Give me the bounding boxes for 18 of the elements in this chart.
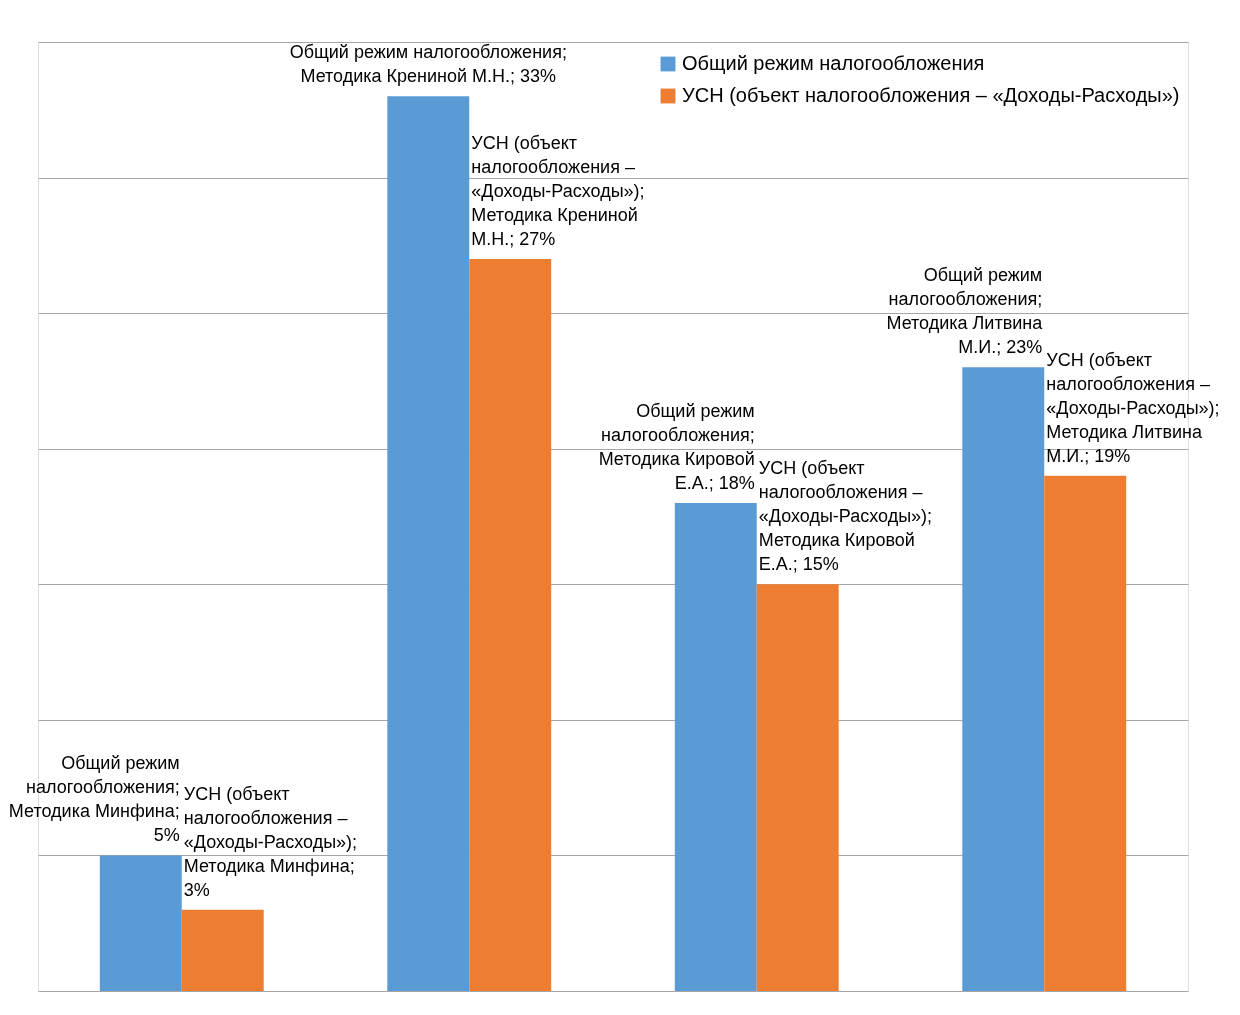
- legend-label: Общий режим налогообложения: [682, 52, 985, 74]
- bar: [756, 584, 839, 991]
- bar: [1044, 475, 1127, 991]
- legend-label: УСН (объект налогообложения – «Доходы-Расходы»): [682, 84, 1180, 106]
- data-label: УСН (объект налогообложения – «Доходы-Расходы»); Методика Минфина; 3%: [183, 783, 358, 900]
- bar: [469, 258, 552, 991]
- bar: [181, 909, 264, 991]
- data-label: УСН (объект налогообложения – «Доходы-Расходы»); Методика Крениной М.Н.; 27%: [471, 132, 645, 249]
- bar: [99, 855, 182, 991]
- data-label: УСН (объект налогообложения – «Доходы-Расходы»); Методика Литвина М.И.; 19%: [1046, 349, 1220, 466]
- data-label: Общий режим налогообложения; Методика Кировой Е.А.; 18%: [598, 400, 755, 493]
- data-label: Общий режим налогообложения; Методика Литвина М.И.; 23%: [886, 265, 1044, 358]
- bar: [674, 502, 757, 991]
- data-label: Общий режим налогообложения; Методика Крениной М.Н.; 33%: [289, 42, 567, 87]
- bar: [962, 367, 1045, 991]
- data-label: Общий режим налогообложения; Методика Минфина; 5%: [8, 753, 180, 846]
- data-label: УСН (объект налогообложения – «Доходы-Расходы»); Методика Кировой Е.А.; 15%: [758, 458, 933, 575]
- bar: [387, 96, 470, 991]
